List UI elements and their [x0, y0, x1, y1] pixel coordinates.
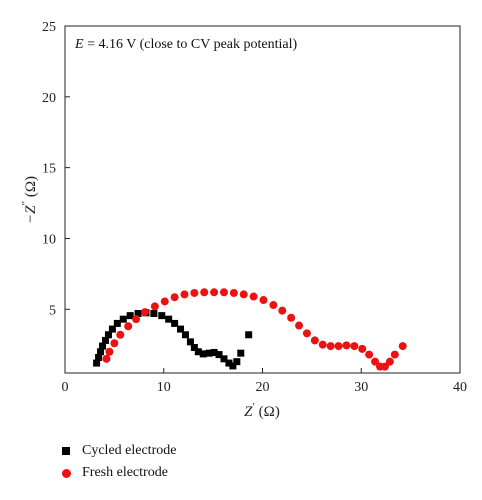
fresh-data-point: [358, 344, 367, 353]
y-tick-label: 20: [42, 91, 56, 106]
fresh-data-point: [302, 329, 311, 338]
fresh-data-point: [229, 288, 238, 297]
fresh-data-point: [318, 340, 327, 349]
x-axis-variable: Z: [244, 404, 253, 420]
cycled-data-point: [150, 310, 158, 318]
fresh-data-point: [105, 347, 114, 356]
fresh-data-point: [190, 288, 199, 297]
cycled-data-point: [225, 359, 233, 367]
y-tick-label: 15: [42, 162, 56, 177]
y-axis-title: −Z″ (Ω): [20, 176, 39, 224]
fresh-data-point: [200, 288, 209, 297]
fresh-data-point: [116, 330, 125, 339]
nyquist-chart: 0 10 20 30 40 5 10 15 20 25 E = 4.16 V (close to …: [20, 20, 467, 420]
fresh-data-point: [140, 308, 149, 317]
fresh-data-point: [249, 292, 258, 301]
annotation-variable: E: [74, 37, 84, 52]
cycled-data-point: [99, 342, 107, 350]
square-marker-icon: [62, 447, 70, 455]
y-tick-label: 25: [42, 20, 56, 35]
cycled-data-point: [104, 331, 112, 339]
x-tick-label: 40: [453, 380, 467, 395]
cycled-data-point: [171, 319, 179, 327]
fresh-data-point: [342, 341, 351, 350]
fresh-data-point: [326, 342, 335, 351]
y-axis-prime: ″: [20, 201, 32, 206]
legend-item-fresh: Fresh electrode: [62, 462, 176, 484]
fresh-data-point: [398, 342, 407, 351]
fresh-data-point: [259, 296, 268, 305]
x-axis-prime: ′: [253, 401, 255, 413]
fresh-data-point: [385, 357, 394, 366]
fresh-data-point: [295, 321, 304, 330]
fresh-data-point: [219, 288, 228, 297]
data-markers: [93, 288, 407, 371]
cycled-data-point: [186, 338, 194, 346]
fresh-data-point: [110, 339, 119, 348]
fresh-data-point: [132, 315, 141, 324]
annotation-value: = 4.16 V (close to CV peak potential): [84, 37, 298, 52]
fresh-data-point: [150, 302, 159, 311]
x-axis-title: Z′ (Ω): [244, 401, 280, 420]
cycled-data-point: [210, 348, 218, 356]
cycled-data-point: [97, 348, 105, 356]
fresh-data-point: [160, 297, 169, 306]
x-tick-label: 30: [354, 380, 368, 395]
fresh-data-point: [278, 306, 287, 315]
fresh-data-point: [124, 322, 133, 331]
axis-ticks: 0 10 20 30 40 5 10 15 20 25: [42, 20, 467, 395]
cycled-data-point: [233, 358, 241, 366]
fresh-data-point: [310, 336, 319, 345]
x-tick-label: 0: [62, 380, 69, 395]
x-tick-label: 10: [157, 380, 171, 395]
fresh-data-point: [170, 293, 179, 302]
cycled-data-point: [108, 325, 116, 333]
fresh-data-point: [239, 290, 248, 299]
cycled-data-point: [134, 310, 142, 318]
cycled-data-point: [158, 312, 166, 320]
fresh-data-point: [287, 313, 296, 322]
circle-marker-icon: [62, 468, 71, 478]
fresh-data-point: [380, 362, 389, 371]
y-axis-unit: (Ω): [23, 176, 39, 201]
legend: Cycled electrode Fresh electrode: [62, 440, 176, 484]
cycled-data-point: [113, 319, 121, 327]
legend-item-cycled: Cycled electrode: [62, 440, 176, 462]
fresh-data-point: [371, 357, 380, 366]
fresh-data-point: [102, 354, 111, 363]
cycled-data-point: [194, 348, 202, 356]
cycled-data-point: [229, 362, 237, 370]
fresh-data-point: [269, 301, 278, 310]
cycled-data-point: [119, 315, 127, 323]
fresh-data-point: [334, 342, 343, 351]
cycled-data-point: [245, 331, 253, 339]
fresh-data-point: [390, 350, 399, 359]
cycled-data-point: [95, 353, 103, 361]
fresh-data-point: [350, 342, 359, 351]
legend-label-cycled: Cycled electrode: [82, 443, 177, 458]
cycled-data-point: [199, 350, 207, 358]
cycled-data-point: [237, 349, 245, 357]
cycled-data-point: [190, 344, 198, 352]
cycled-data-point: [220, 355, 228, 363]
cycled-data-point: [215, 351, 223, 359]
y-axis-variable: −Z: [23, 205, 39, 224]
legend-label-fresh: Fresh electrode: [82, 465, 168, 480]
annotation-text: E = 4.16 V (close to CV peak potential): [74, 37, 297, 52]
fresh-data-point: [180, 290, 189, 299]
fresh-data-point: [210, 288, 219, 297]
cycled-data-point: [101, 336, 109, 344]
x-tick-label: 20: [256, 380, 270, 395]
cycled-data-point: [177, 325, 185, 333]
cycled-data-point: [165, 315, 173, 323]
cycled-data-point: [181, 331, 189, 339]
cycled-data-point: [205, 349, 213, 357]
fresh-data-point: [365, 350, 374, 359]
y-tick-label: 5: [49, 303, 56, 318]
cycled-data-point: [93, 359, 101, 367]
x-axis-unit: (Ω): [255, 404, 280, 420]
cycled-data-point: [126, 312, 134, 320]
y-tick-label: 10: [42, 232, 56, 247]
